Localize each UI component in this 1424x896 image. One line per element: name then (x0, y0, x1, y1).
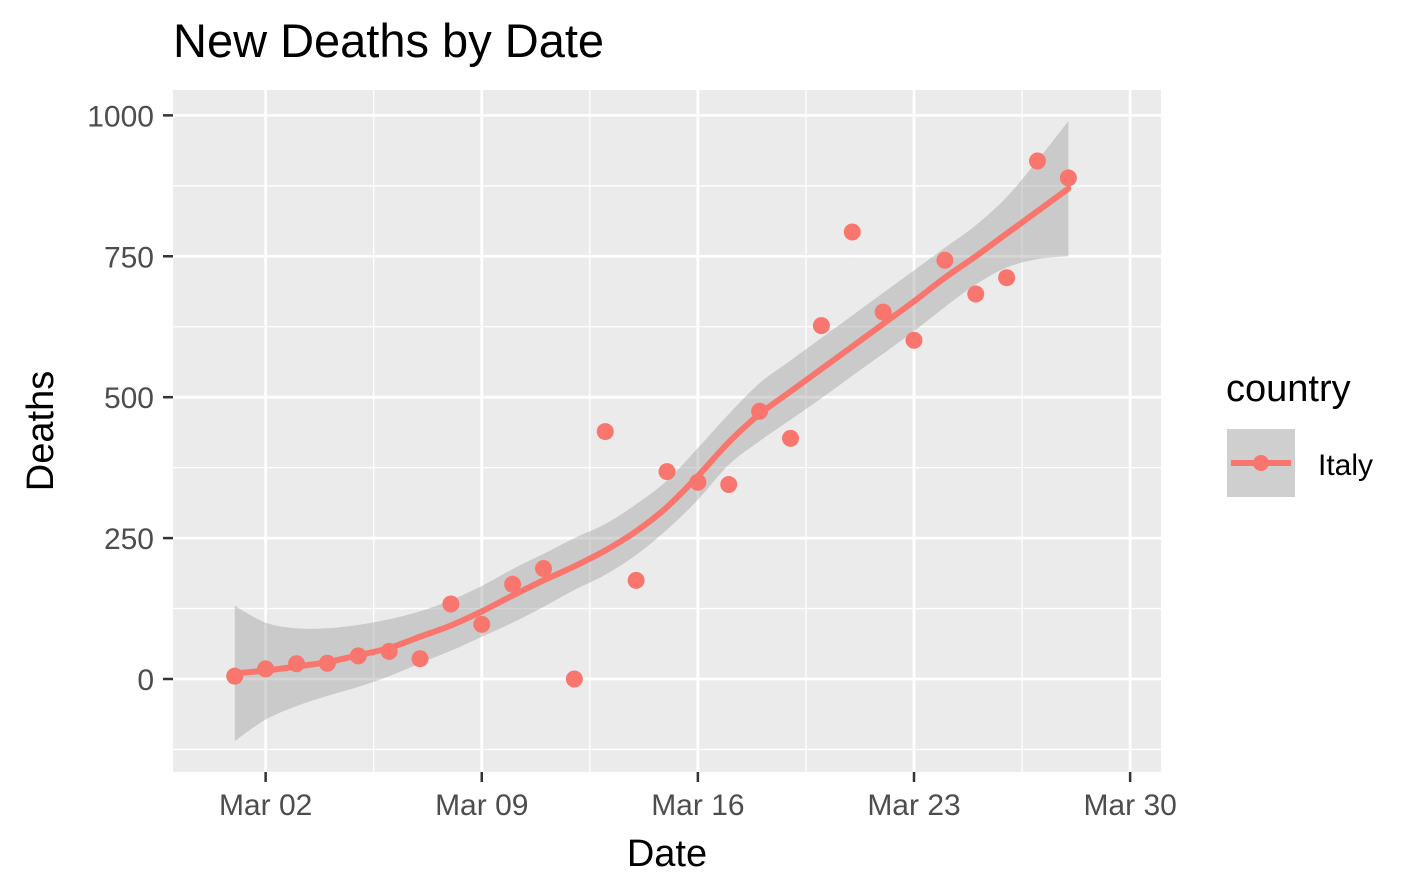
smooth-line-layer (231, 185, 1072, 677)
y-axis-title: Deaths (20, 371, 62, 491)
x-tick-label: Mar 09 (435, 789, 528, 822)
x-tick-label: Mar 02 (219, 789, 312, 822)
minor-gridlines (173, 90, 1161, 772)
data-point (442, 595, 460, 613)
smooth-line (231, 185, 1072, 677)
y-tick-label: 1000 (87, 100, 154, 133)
y-tick-label: 0 (137, 664, 154, 697)
data-point (874, 303, 892, 321)
x-tick-label: Mar 23 (867, 789, 960, 822)
legend-key-point (1253, 455, 1269, 471)
chart-title: New Deaths by Date (173, 14, 604, 67)
data-point (627, 571, 645, 589)
legend-label-italy: Italy (1318, 449, 1373, 482)
data-point (967, 285, 985, 303)
x-tick-label: Mar 30 (1083, 789, 1176, 822)
data-point (596, 423, 614, 441)
data-point (936, 251, 954, 269)
data-point (843, 223, 861, 241)
x-axis: Mar 02 Mar 09 Mar 16 Mar 23 Mar 30 (219, 772, 1177, 822)
y-tick-label: 250 (104, 523, 154, 556)
data-point (504, 575, 522, 593)
data-point (998, 269, 1016, 287)
data-point (658, 463, 676, 481)
legend-title: country (1226, 368, 1351, 410)
points-layer (226, 152, 1077, 688)
x-tick-label: Mar 16 (651, 789, 744, 822)
data-point (565, 670, 583, 688)
data-point (782, 429, 799, 447)
y-tick-label: 750 (104, 241, 154, 274)
data-point (720, 476, 738, 494)
data-point (1059, 169, 1077, 187)
major-gridlines (173, 90, 1161, 772)
data-point (812, 317, 830, 335)
data-point (1029, 152, 1046, 170)
data-point (535, 560, 552, 578)
confidence-band-layer (234, 121, 1069, 741)
data-point (411, 650, 429, 668)
confidence-band (234, 121, 1069, 741)
legend: country Italy (1226, 368, 1373, 497)
x-axis-title: Date (627, 833, 707, 875)
y-axis: 0 250 500 750 1000 (87, 100, 173, 697)
data-point (905, 331, 923, 349)
data-point (473, 615, 491, 633)
y-tick-label: 500 (104, 382, 154, 415)
